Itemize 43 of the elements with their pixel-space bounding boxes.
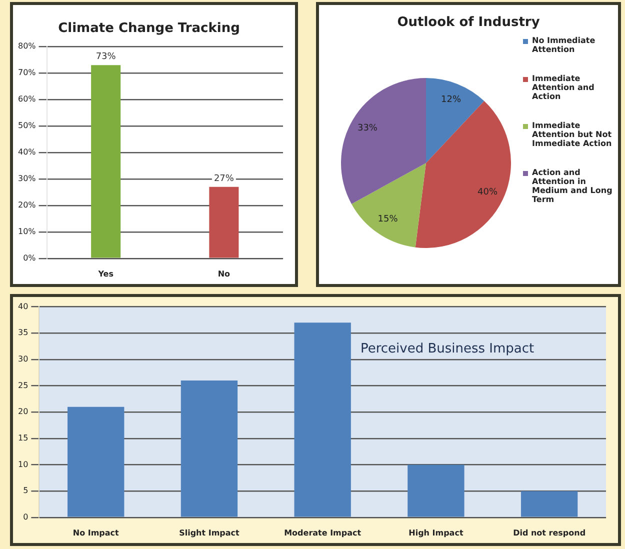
bar <box>294 322 351 517</box>
bar <box>68 406 124 517</box>
bar <box>520 491 578 517</box>
y-tick-label: 30 <box>18 354 28 364</box>
legend-label: No Immediate Attention <box>532 36 596 54</box>
y-tick-label: 0 <box>23 512 28 522</box>
y-tick-label: 40% <box>18 148 36 157</box>
bar <box>180 380 238 517</box>
y-tick-label: 50% <box>18 121 36 130</box>
data-label: 12% <box>441 95 462 106</box>
y-tick-label: 25 <box>18 380 28 390</box>
data-label: 27% <box>214 174 234 184</box>
data-label: 15% <box>378 214 398 225</box>
y-tick-label: 20% <box>18 200 36 210</box>
y-tick-label: 30% <box>18 174 36 184</box>
y-tick-label: 15 <box>18 434 28 443</box>
x-tick-label: Did not respond <box>513 528 586 538</box>
y-tick-label: 5 <box>23 486 28 496</box>
legend-label: Immediate Attention but Not Immediate Action <box>532 121 613 148</box>
x-tick-label: Slight Impact <box>179 528 240 538</box>
x-tick-label: High Impact <box>408 528 464 538</box>
x-tick-label: No <box>218 269 231 278</box>
bar <box>408 464 464 517</box>
legend-label: Immediate Attention and Action <box>532 74 596 101</box>
data-label: 73% <box>96 52 116 62</box>
y-tick-label: 10 <box>18 460 28 469</box>
y-tick-label: 80% <box>18 42 36 51</box>
x-tick-label: Yes <box>97 269 114 278</box>
legend-label: Action and Attention in Medium and Long Term <box>532 168 614 204</box>
chart-title: Outlook of Industry <box>396 15 541 30</box>
y-tick-label: 35 <box>18 328 28 338</box>
data-label: 40% <box>478 187 498 198</box>
chart-title: Climate Change Tracking <box>58 21 240 36</box>
text: Perceived Business Impact <box>360 341 534 356</box>
data-label: 33% <box>357 124 378 134</box>
y-tick-label: 60% <box>18 94 36 104</box>
y-tick-label: 40 <box>18 302 28 311</box>
y-tick-label: 0% <box>23 253 36 262</box>
x-tick-label: Moderate Impact <box>284 528 362 538</box>
x-tick-label: No Impact <box>72 528 120 538</box>
y-tick-label: 10% <box>18 227 36 236</box>
y-tick-label: 20 <box>18 407 28 416</box>
y-tick-label: 70% <box>18 68 36 78</box>
